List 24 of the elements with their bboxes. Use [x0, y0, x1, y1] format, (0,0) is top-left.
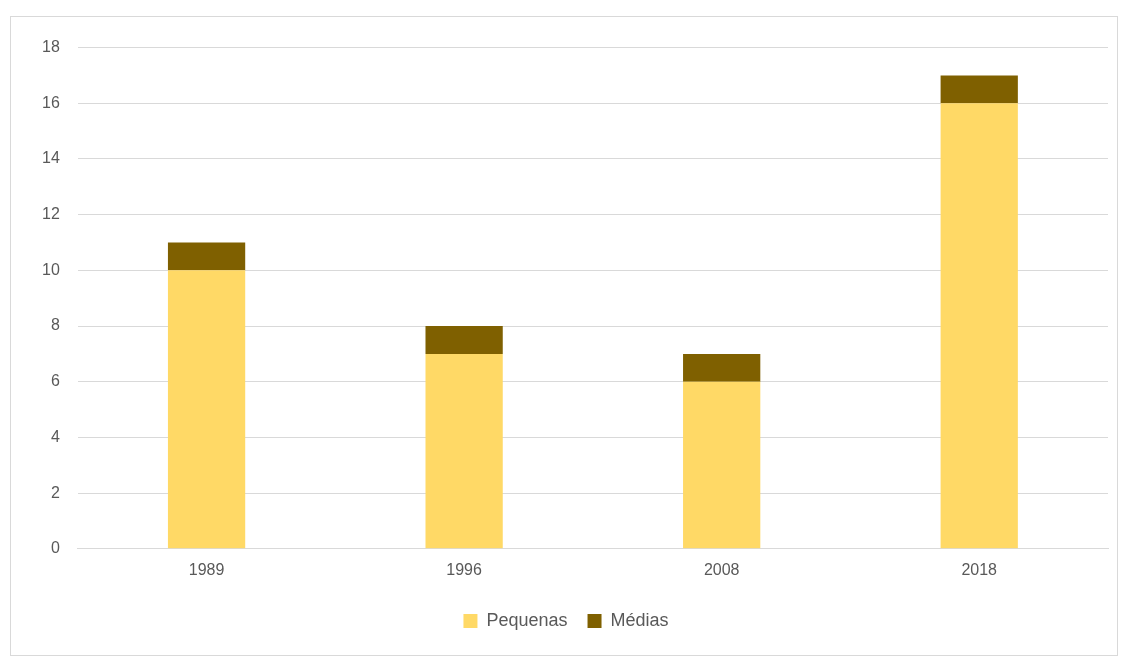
- y-tick-label: 10: [42, 260, 60, 278]
- bar: [940, 103, 1018, 549]
- y-tick-label: 18: [42, 38, 60, 56]
- y-tick-label: 8: [50, 316, 60, 334]
- bar: [425, 326, 503, 354]
- y-tick-label: 2: [50, 483, 60, 501]
- legend-label: Médias: [610, 609, 669, 630]
- bar: [167, 270, 246, 549]
- legend-label: Pequenas: [486, 609, 568, 630]
- bar: [425, 353, 503, 549]
- x-tick-label: 2018: [961, 560, 998, 578]
- bar: [940, 75, 1018, 104]
- x-tick-label: 2008: [703, 560, 740, 578]
- y-tick-label: 16: [42, 93, 60, 111]
- bar: [167, 242, 246, 271]
- bar: [683, 381, 761, 549]
- y-tick-label: 14: [42, 149, 60, 167]
- x-tick-label: 1996: [446, 560, 483, 578]
- bar: [683, 353, 761, 382]
- y-tick-label: 12: [42, 205, 60, 223]
- y-tick-label: 6: [50, 372, 60, 390]
- y-tick-label: 4: [50, 427, 60, 445]
- y-tick-label: 0: [50, 539, 60, 557]
- x-tick-label: 1989: [188, 560, 225, 578]
